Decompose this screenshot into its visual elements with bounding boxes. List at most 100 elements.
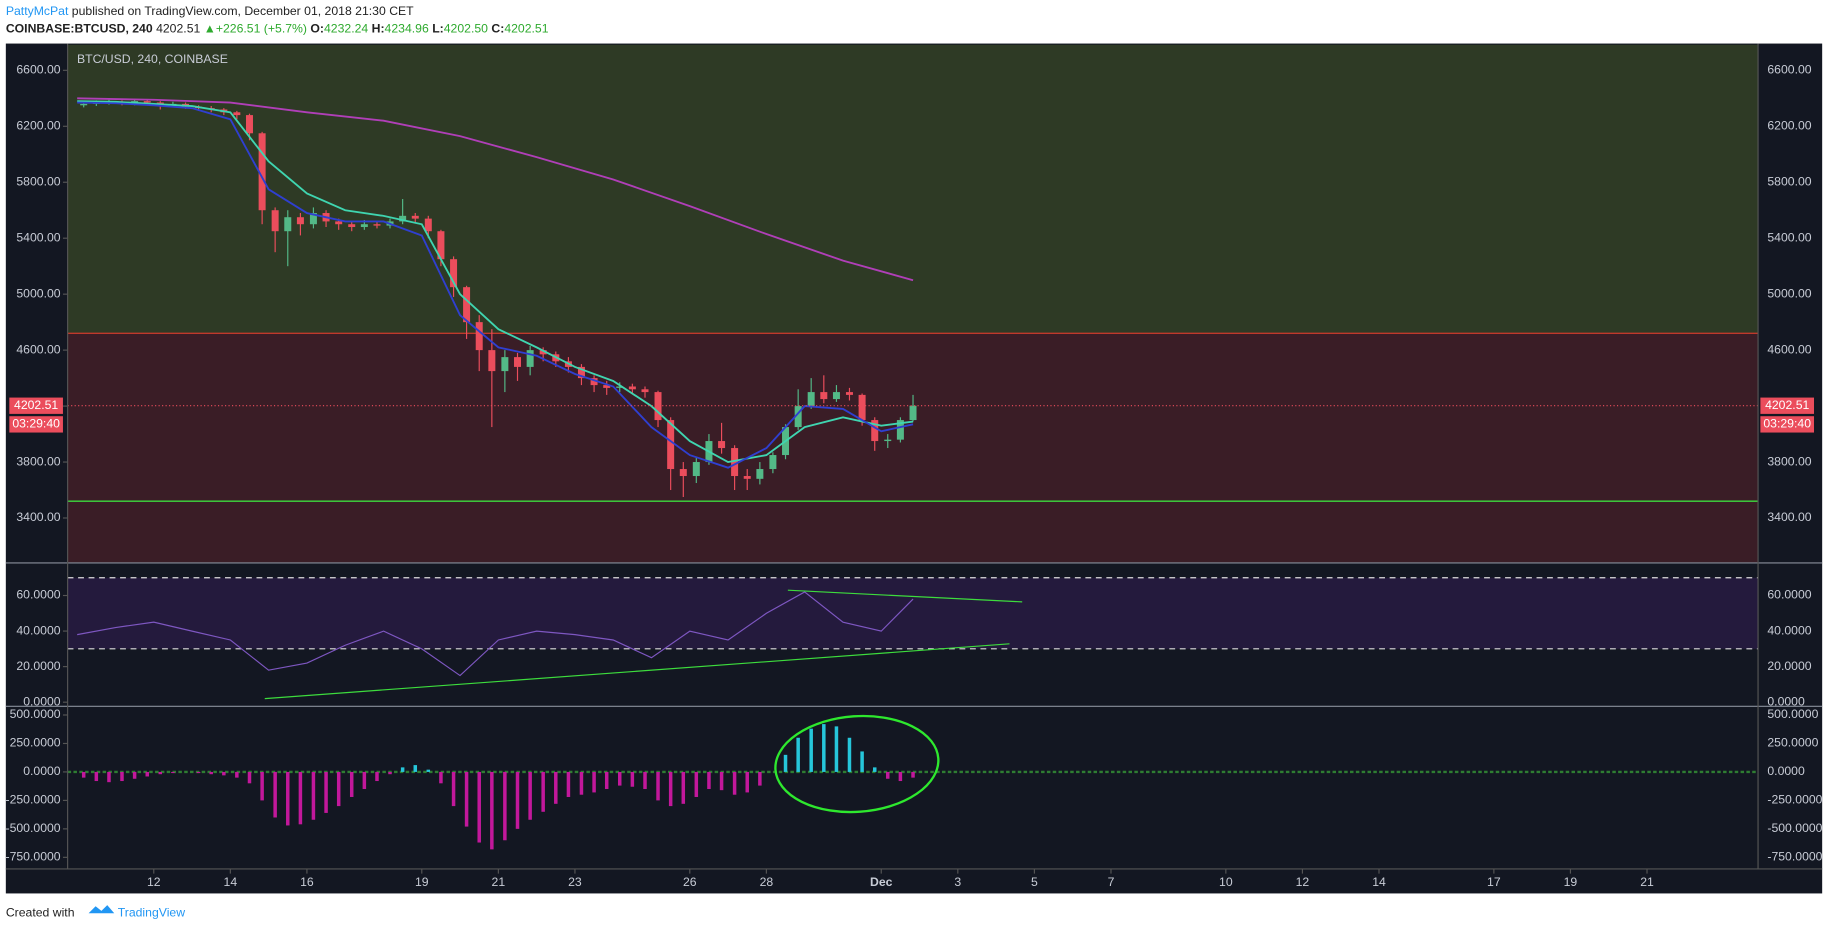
histogram-bar [809,728,813,772]
histogram-bar [247,771,252,784]
histogram-bar [745,771,749,793]
histogram-bar [311,771,316,820]
histogram-bar [668,771,673,807]
candle-body [909,405,917,421]
candle-body [679,469,687,477]
histogram-bar [579,771,584,795]
histogram-bar [643,771,647,790]
histogram-bar [145,771,150,777]
y-tick-label: 4600.00 [16,342,60,356]
candle-body [577,366,585,379]
candle-body [514,357,522,367]
candle-body [769,455,777,470]
candle-body [539,350,547,355]
histogram-bar [81,771,86,778]
y-tick-label-right: -500.0000 [1767,821,1822,835]
histogram-bar [554,771,558,804]
x-tick-label: 21 [492,875,506,889]
histogram-bar [592,771,596,793]
candle-body [475,322,483,351]
y-tick-label: 6600.00 [16,63,60,77]
brand[interactable]: TradingView [118,905,185,919]
candle-body [373,224,381,226]
published: published on TradingView.com, December 0… [72,4,414,18]
candle-body [756,469,764,479]
x-tick-label: 23 [568,875,582,889]
author[interactable]: PattyMcPat [6,4,69,18]
h-label: H: [372,22,385,36]
candle-body [743,476,751,479]
trendline [264,643,1010,700]
rsi-band [67,577,1759,649]
y-tick-label: 5400.00 [16,230,60,244]
histogram-bar [439,771,443,784]
histogram-bar [834,726,839,772]
y-tick-label-right: -250.0000 [1767,793,1822,807]
candle-body [820,392,828,400]
change: +226.51 (+5.7%) [216,22,307,36]
candle-body [692,462,700,477]
candle-body [845,392,853,395]
histogram-bar [490,771,494,850]
histogram-bar [477,771,481,843]
histogram-bar [286,771,290,826]
histogram-bar [783,754,788,772]
x-tick-label: 10 [1219,875,1233,889]
histogram-bar [158,771,163,775]
candle-body [424,218,432,232]
candle-body [526,350,534,367]
h: 4234.96 [385,22,429,36]
histogram-bar [681,771,686,804]
y-tick-label: 60.0000 [16,588,60,602]
histogram-bar [196,771,201,774]
histogram-bar [209,771,213,775]
l: 4202.50 [444,22,488,36]
histogram-bar [464,771,469,827]
histogram-bar [796,737,800,772]
candle-body [233,112,241,116]
rsi-line [77,591,914,677]
y-tick-label: 0.0000 [23,764,61,778]
y-tick-label-right: -750.0000 [1767,850,1822,864]
candle-body [80,103,88,106]
x-tick-label: 7 [1108,875,1115,889]
histogram-bar [822,724,826,772]
y-tick-label-right: 3800.00 [1767,454,1811,468]
histogram-bar [273,771,277,818]
y-tick-label: 0.0000 [23,694,61,708]
c: 4202.51 [504,22,548,36]
histogram-bar [324,771,328,813]
histogram-bar [617,771,622,786]
histogram-bar [732,771,737,795]
candle-body [871,420,879,442]
histogram-bar [528,771,532,820]
y-tick-label: 250.0000 [10,736,61,750]
y-tick-label-right: 60.0000 [1767,588,1811,602]
candle-body [271,210,279,232]
zone [67,333,1759,563]
candle-body [794,406,802,428]
candle-body [616,386,624,388]
overlay-line [77,100,914,464]
candle-body [641,389,649,393]
candle-body [143,101,151,103]
histogram-bar [120,771,124,782]
histogram-bar [503,771,507,841]
histogram-bar [886,771,890,779]
y-tick-label-right: 4600.00 [1767,342,1811,356]
x-tick-label: 12 [147,875,161,889]
candle-body [296,217,304,225]
candle-body [501,357,509,372]
x-tick-label: 26 [683,875,697,889]
y-tick-label: -250.0000 [6,793,61,807]
x-tick-label: 28 [760,875,774,889]
x-tick-label: 3 [954,875,961,889]
candle-body [590,378,598,386]
y-tick-label-right: 3400.00 [1767,510,1811,524]
candle-body [488,350,496,372]
pane-title: BTC/USD, 240, COINBASE [77,52,228,66]
candle-body [463,287,471,323]
countdown-text-right: 03:29:40 [1763,417,1811,431]
candle-body [603,385,611,388]
candle-body [411,215,419,219]
